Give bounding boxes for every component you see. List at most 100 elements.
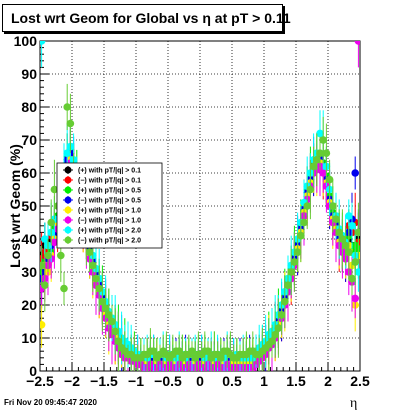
legend-swatch (64, 196, 72, 204)
data-point (319, 169, 328, 177)
y-tick-label: 100 (14, 33, 38, 49)
data-point (85, 248, 94, 256)
data-point (40, 41, 46, 45)
x-tick-label: 0.5 (222, 373, 242, 389)
data-point (175, 347, 183, 356)
data-point (92, 274, 100, 283)
data-point (306, 185, 315, 194)
legend-label: (−) with pT/|q| > 0.5 (78, 198, 141, 205)
x-tick-label: 2 (324, 373, 332, 389)
data-point (341, 241, 350, 250)
data-point (114, 337, 123, 346)
y-tick-label: 0 (29, 363, 37, 379)
x-tick-label: −2.5 (26, 373, 54, 389)
data-point (354, 41, 360, 45)
legend-swatch (64, 236, 72, 244)
data-point (332, 215, 340, 223)
data-point (351, 294, 360, 303)
data-point (316, 149, 324, 157)
data-point (188, 347, 196, 356)
y-tick-label: 70 (21, 132, 37, 148)
data-point (63, 149, 71, 157)
data-point (57, 251, 65, 260)
chart-title: Lost wrt Geom for Global vs η at pT > 0.… (2, 4, 291, 32)
data-point (277, 311, 286, 319)
legend: (+) with pT/|q| > 0.1 (−) with pT/|q| > 0… (56, 162, 163, 249)
data-point (217, 354, 225, 362)
data-point (268, 337, 276, 346)
data-point (281, 297, 289, 306)
data-point (105, 311, 113, 319)
data-point (300, 218, 308, 227)
y-tick-label: 30 (21, 264, 37, 280)
data-point (297, 231, 305, 240)
data-point (101, 304, 110, 313)
data-point (345, 212, 353, 220)
x-tick-label: −2 (64, 373, 80, 389)
data-point (98, 297, 107, 306)
data-point (303, 202, 312, 210)
data-point (329, 202, 337, 210)
y-tick-label: 40 (21, 231, 37, 247)
x-tick-label: 0 (196, 373, 204, 389)
legend-label: (−) with pT/|q| > 1.0 (78, 218, 141, 225)
x-tick-label: 1 (260, 373, 268, 389)
data-point (111, 327, 119, 336)
data-point (284, 281, 292, 290)
data-point (354, 228, 360, 237)
data-point (290, 258, 299, 266)
legend-label: (−) with pT/|q| > 2.0 (78, 238, 141, 245)
y-tick-label: 20 (21, 297, 37, 313)
data-point (325, 175, 334, 184)
data-point (287, 268, 296, 276)
data-point (60, 284, 68, 293)
data-point (66, 119, 75, 128)
y-tick-label: 60 (21, 165, 37, 181)
data-point (63, 103, 71, 111)
x-tick-label: −1.5 (90, 373, 118, 389)
data-point (40, 261, 46, 270)
data-point (348, 274, 356, 283)
series-layer (40, 41, 360, 371)
data-point (322, 149, 331, 157)
data-point (319, 136, 328, 144)
data-point (274, 324, 283, 332)
data-point (345, 248, 353, 256)
data-point (41, 235, 49, 243)
footer-timestamp: Fri Nov 20 09:45:47 2020 (4, 398, 97, 407)
series-group (40, 83, 360, 371)
data-point (271, 330, 280, 339)
data-point (149, 347, 158, 356)
x-tick-label: 2.5 (350, 373, 370, 389)
y-tick-label: 80 (21, 99, 37, 115)
legend-swatch (64, 206, 72, 214)
data-point (47, 218, 55, 227)
data-point (348, 222, 356, 230)
data-point (351, 169, 360, 177)
y-tick-label: 90 (21, 66, 37, 82)
axes: −2.5 −2 −1.5 −1 −0.5 0 0.5 1 1.5 2 2.5 0 10 20 30 40 50 6… (14, 33, 370, 389)
legend-label: (+) with pT/|q| > 2.0 (78, 228, 141, 235)
legend-label: (+) with pT/|q| > 0.1 (78, 168, 141, 175)
y-tick-label: 10 (21, 330, 37, 346)
data-point (204, 347, 212, 356)
data-point (316, 129, 324, 138)
data-point (95, 284, 103, 293)
y-tick-label: 50 (21, 198, 37, 214)
data-point (335, 228, 344, 237)
legend-swatch (64, 176, 72, 184)
x-tick-label: −0.5 (154, 373, 182, 389)
x-axis-label: η (350, 396, 358, 411)
data-point (293, 248, 302, 256)
x-tick-label: −1 (128, 373, 144, 389)
data-point (50, 185, 59, 194)
legend-swatch (64, 216, 72, 224)
data-point (89, 261, 97, 270)
legend-swatch (64, 166, 72, 174)
data-point (309, 162, 318, 171)
legend-label: (+) with pT/|q| > 1.0 (78, 208, 141, 215)
data-point (351, 258, 360, 266)
data-point (313, 156, 321, 164)
data-point (338, 235, 347, 243)
